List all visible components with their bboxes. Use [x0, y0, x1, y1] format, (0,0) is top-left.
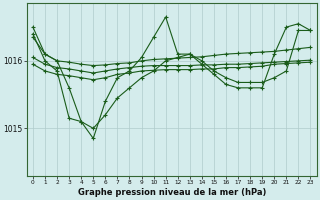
- X-axis label: Graphe pression niveau de la mer (hPa): Graphe pression niveau de la mer (hPa): [77, 188, 266, 197]
